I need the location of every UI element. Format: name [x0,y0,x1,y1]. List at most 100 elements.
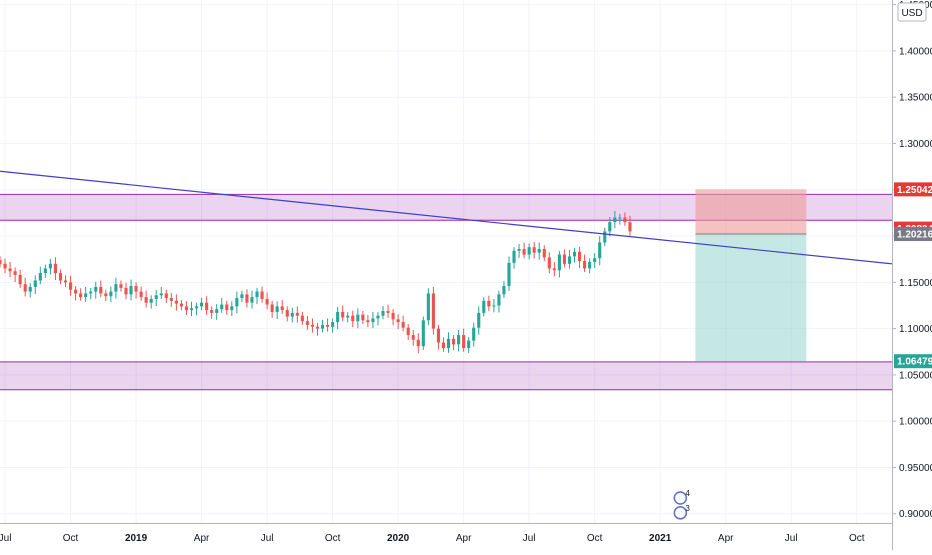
candle-body [462,335,466,349]
trendline[interactable] [0,170,893,265]
price-label-text: 1.20216 [897,230,932,241]
candle-body [149,298,153,303]
candle-body [401,322,405,328]
price-label-box [894,182,932,197]
event-count: 4 [685,489,690,498]
candle-body [361,314,365,321]
candle-body [562,254,566,264]
candle-body [436,328,441,343]
price-axis-background [892,0,932,550]
candle-body [381,311,385,316]
candle-body [84,293,88,298]
events[interactable]: 43 [673,489,690,520]
candle-body [174,300,178,304]
candle-body [396,319,400,323]
x-tick-label: 2020 [387,533,410,544]
candle-body [613,217,617,223]
candle-body [260,291,264,299]
candle-body [114,284,118,292]
candle-body [245,294,249,303]
candle-body [315,326,320,329]
candle-body [517,249,521,251]
event-marker[interactable] [673,506,688,520]
candle-body [593,258,597,262]
candle-body [139,291,143,298]
candle-body [134,286,138,292]
candle-body [522,249,526,255]
x-tick-label: Jul [523,533,536,544]
currency-label: USD [901,8,922,19]
candle-body [542,249,546,258]
candle-body [451,338,456,345]
candle-body [376,315,380,319]
candle-body [507,262,511,287]
candle-body [159,293,163,296]
candle-body [467,340,471,349]
candle-body [336,311,340,323]
event-marker[interactable] [673,491,688,505]
position-tool[interactable] [695,189,807,362]
candle-body [225,304,229,311]
position-loss-area[interactable] [695,189,807,235]
candle-body [588,261,592,269]
candle-body [492,305,496,307]
candle-body [391,312,395,320]
candle-body [577,251,582,262]
candle-body [446,338,451,349]
candle-body [184,306,189,311]
candle-body [23,284,27,292]
candle-body [38,273,42,281]
candle-body [300,315,304,322]
y-tick-label: 1.05000 [899,370,932,381]
candle-body [104,293,108,297]
candle-body [255,291,259,298]
y-tick-label: 1.15000 [899,278,932,289]
candle-body [270,304,274,312]
candle-body [154,295,158,299]
candle-body [552,268,556,271]
candle-body [200,302,204,307]
candle-body [326,324,330,327]
price-label-box [894,354,932,369]
trendline-line[interactable] [0,170,893,265]
candle-body [351,315,355,322]
candle-body [366,320,370,323]
candle-body [416,339,420,347]
candle-body [18,274,22,285]
candle-body [472,327,476,341]
time-axis-background [0,523,892,550]
candle-body [215,309,219,313]
x-tick-label: Apr [718,533,734,544]
candle-body [205,302,209,311]
candle-body [320,324,325,329]
candle-body [512,250,516,263]
candle-body [89,291,93,294]
candle-body [457,335,461,345]
candle-body [58,273,63,281]
candle-body [502,286,506,295]
price-label-text: 1.25042 [897,185,932,196]
candle-body [623,217,627,223]
x-tick-label: Oct [587,533,603,544]
candle-body [290,312,294,317]
candle-body [341,311,345,318]
y-tick-label: 0.95000 [899,463,932,474]
candle-body [210,310,214,313]
y-tick-label: 1.00000 [899,417,932,428]
candle-body [356,314,360,322]
candle-body [331,322,335,327]
candle-body [603,231,607,243]
candle-body [280,306,284,311]
time-axis[interactable]: Jul Oct 2019 Apr Jul Oct 2020 Apr Jul Oct 2021 Apr J… [0,533,865,544]
candle-body [557,254,561,271]
x-tick-label: Apr [194,533,210,544]
position-profit-area[interactable] [695,234,807,362]
x-tick-label: 2021 [649,533,672,544]
currency-badge[interactable] [897,2,927,22]
zone-rect[interactable] [0,361,892,390]
candle-body [179,303,183,307]
candle-body [618,217,622,219]
